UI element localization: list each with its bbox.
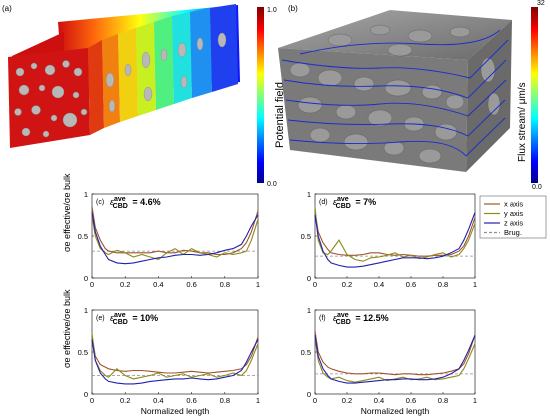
series-line-y-axis [91,214,259,261]
x-tick-label: 0.4 [374,396,384,405]
slice-faces [88,4,238,135]
chart-e: 0 0.2 0.4 0.6 0.8 1 0 0.5 1 (e) εave CBD = 10% Norma… [78,306,261,416]
x-tick-label: 0.6 [406,280,416,289]
panel-a-label: (a) [2,4,12,13]
colorbar-b-max: 32 [537,0,545,7]
x-tick-label: 1 [473,396,477,405]
x-tick-label: 1 [256,280,260,289]
chart-d: 0 0.2 0.4 0.6 0.8 1 0 0.5 1 (d) εave CBD = 7% [301,190,478,289]
panel-label: (d) [319,199,328,206]
y-tick-label: 0.5 [78,348,88,357]
colorbar-a-max: 1.0 [267,7,277,14]
x-tick-label: 0.8 [220,396,230,405]
plot-frame [314,193,476,279]
y-tick-label: 0.5 [301,232,311,241]
colorbar-a-title: Potential field [274,82,286,148]
series-line-z-axis [91,212,259,265]
series-line-z-axis [91,339,259,385]
plot-frame [91,309,259,395]
y-tick-label: 0 [307,390,311,399]
y-tick-label: 0.5 [78,232,88,241]
x-tick-label: 0.2 [342,280,352,289]
x-tick-label: 0.2 [342,396,352,405]
x-tick-label: 0.8 [220,280,230,289]
x-tick-label: 0 [313,396,317,405]
legend-label: y axis [504,209,523,218]
x-tick-label: 1 [473,280,477,289]
x-tick-label: 1 [256,396,260,405]
series-line-z-axis [314,212,476,268]
series-line-x-axis [314,330,476,376]
x-axis-label: Normalized length [361,406,430,416]
panel-label: (c) [96,199,104,206]
series-line-y-axis [91,333,259,380]
epsilon-annotation: εave CBD = 7% [333,196,376,210]
x-tick-label: 0.2 [120,396,130,405]
series-line-z-axis [314,334,476,384]
y-tick-label: 1 [84,190,88,199]
series-line-x-axis [91,206,259,256]
colorbar-b [531,7,538,183]
colorbar-b-min: 0.0 [532,184,542,191]
y-tick-label: 1 [307,306,311,315]
colorbar-a-min: 0.0 [267,181,277,188]
y-axis-label-bottom: σe effective/σe bulk [62,289,72,368]
x-tick-label: 0.2 [120,280,130,289]
colorbar-a [257,7,264,183]
panel-label: (f) [319,315,326,322]
series-line-y-axis [314,206,476,262]
epsilon-annotation: εave CBD = 12.5% [333,312,389,326]
y-tick-label: 0 [84,390,88,399]
particles-a [14,32,227,138]
x-tick-label: 0.6 [406,396,416,405]
panel-b: (b) 32 0.0 Flux stream/ [278,0,545,191]
x-tick-label: 0.4 [153,396,163,405]
chart-f: 0 0.2 0.4 0.6 0.8 1 0 0.5 1 (f) εave CBD = 12.5% Nor… [301,306,478,416]
y-tick-label: 0 [307,274,311,283]
colorbar-b-title: Flux stream/ μm/s [517,82,528,162]
series-line-x-axis [91,335,259,374]
x-tick-label: 0.8 [438,280,448,289]
x-tick-label: 0.6 [186,280,196,289]
panel-a: (a) [2,4,286,188]
x-tick-label: 0.4 [153,280,163,289]
stream-lines [281,29,509,157]
x-tick-label: 0.8 [438,396,448,405]
legend-label: x axis [504,200,523,209]
x-tick-label: 0.6 [186,396,196,405]
chart-c: 0 0.2 0.4 0.6 0.8 1 0 0.5 1 (c) εave CBD = 4.6% [78,190,261,289]
x-tick-label: 0 [90,280,94,289]
y-tick-label: 1 [84,306,88,315]
y-axis-label-top: σe effective/σe bulk [62,173,72,252]
panel-b-label: (b) [288,4,298,13]
x-tick-label: 0 [90,396,94,405]
legend-label: z axis [504,219,523,228]
x-axis-label: Normalized length [141,406,210,416]
panel-label: (e) [96,315,105,322]
y-tick-label: 0 [84,274,88,283]
y-tick-label: 1 [307,190,311,199]
x-tick-label: 0 [313,280,317,289]
x-tick-label: 0.4 [374,280,384,289]
y-tick-label: 0.5 [301,348,311,357]
legend-box [479,195,547,239]
epsilon-annotation: εave CBD = 10% [110,312,158,326]
legend-label: Brug. [504,228,522,237]
epsilon-annotation: εave CBD = 4.6% [110,196,161,210]
